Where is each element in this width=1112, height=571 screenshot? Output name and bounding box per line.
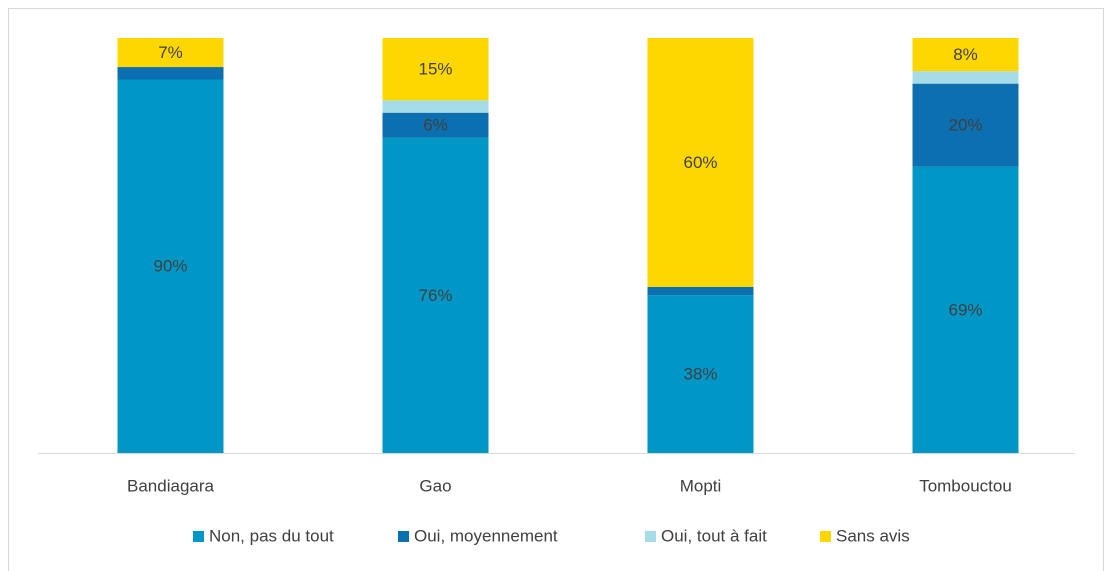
bar-segment [912,71,1019,84]
data-label: 76% [418,286,452,305]
bar-segment [647,38,754,287]
data-label: 15% [418,60,452,79]
x-tick-label: Tombouctou [919,476,1012,495]
data-label: 8% [953,45,978,64]
bar-segment [912,38,1019,72]
bar-segment [912,83,1019,167]
data-label: 7% [158,43,183,62]
bar-segment [382,112,489,138]
bar-segment [117,79,224,453]
bar-segment [382,38,489,101]
bar-segment [647,287,754,296]
bar-segment [382,137,489,453]
data-label: 20% [948,116,982,135]
bar-segment [117,38,224,68]
legend-label: Non, pas du tout [209,526,334,545]
x-tick-label: Gao [419,476,451,495]
legend-swatch [193,531,204,542]
chart-frame [8,8,1104,571]
legend-swatch [820,531,831,542]
bar-segment [382,100,489,113]
data-label: 90% [153,257,187,276]
legend-swatch [398,531,409,542]
data-label: 69% [948,300,982,319]
data-label: 38% [683,365,717,384]
legend-label: Oui, moyennement [414,526,558,545]
bar-segment [647,295,754,453]
x-tick-label: Bandiagara [127,476,215,495]
legend-label: Oui, tout à fait [661,526,767,545]
data-label: 60% [683,153,717,172]
legend-swatch [645,531,656,542]
data-label: 6% [423,116,448,135]
bar-segment [912,166,1019,453]
x-tick-label: Mopti [680,476,722,495]
legend-label: Sans avis [836,526,910,545]
bar-segment [117,67,224,80]
